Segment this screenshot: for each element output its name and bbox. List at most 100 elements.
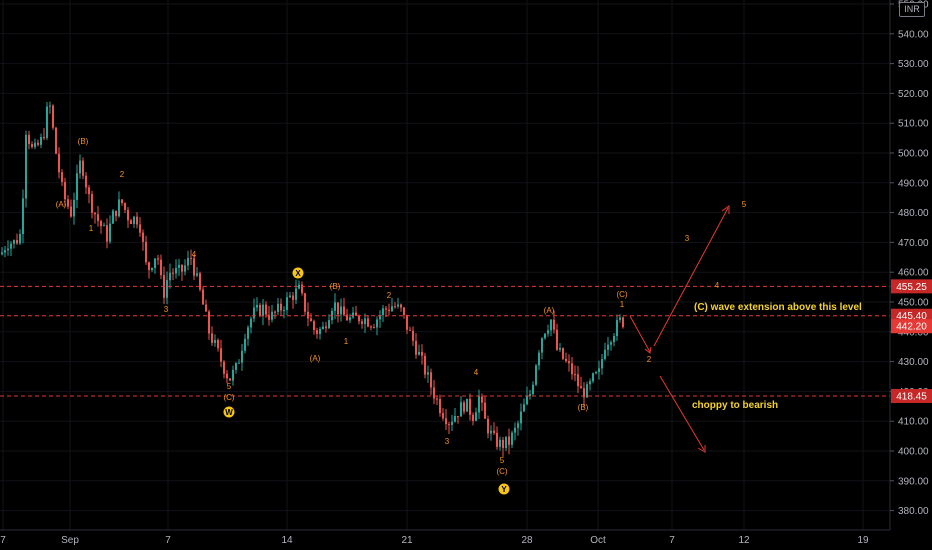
candle-body <box>448 424 450 426</box>
candle-body <box>4 250 6 253</box>
candle-body <box>250 318 252 328</box>
candle-body <box>436 398 438 400</box>
candle-body <box>196 273 198 276</box>
candle-body <box>304 293 306 312</box>
candle-body <box>166 280 168 298</box>
time-axis[interactable]: 7 Sep 7 14 21 28 Oct 7 12 19 <box>0 529 890 546</box>
candle-body <box>271 311 273 320</box>
annotation-extension: (C) wave extension above this level <box>694 302 862 313</box>
currency-badge[interactable]: INR <box>899 2 925 17</box>
candle-body <box>529 394 531 397</box>
candle-body <box>442 413 444 419</box>
circle-labels: W X Y <box>223 267 510 495</box>
time-tick-label: 7 <box>165 535 171 546</box>
candle-body <box>301 284 303 294</box>
candle-body <box>592 373 594 382</box>
horizontal-levels <box>0 285 890 397</box>
candle-body <box>124 203 126 210</box>
candle-body <box>211 333 213 343</box>
candle-body <box>97 214 99 221</box>
candle-body <box>469 398 471 415</box>
time-tick-label: 7 <box>0 535 6 546</box>
candle-body <box>43 137 45 139</box>
candle-body <box>358 315 360 322</box>
candle-body <box>535 365 537 385</box>
time-tick-label: Oct <box>590 535 606 546</box>
candle-body <box>313 321 315 331</box>
candle-body <box>607 344 609 350</box>
candle-body <box>355 312 357 316</box>
arrow-down-to-2 <box>629 315 651 353</box>
candle-body <box>73 199 75 217</box>
candle-body <box>307 311 309 319</box>
price-tick-label: 380.00 <box>898 506 929 517</box>
circle-label-y <box>498 483 510 495</box>
candle-body <box>406 314 408 330</box>
candle-body <box>550 319 552 331</box>
candle-body <box>274 311 276 313</box>
candle-body <box>559 348 561 350</box>
price-tag <box>891 389 932 404</box>
candle-body <box>379 315 381 320</box>
projection-arrows <box>629 205 730 453</box>
candle-body <box>451 421 453 425</box>
candle-body <box>475 412 477 421</box>
wave-label: (A) <box>544 306 555 315</box>
candle-body <box>25 134 27 199</box>
candle-body <box>229 378 231 381</box>
candle-body <box>400 304 402 308</box>
candle-body <box>481 396 483 403</box>
price-tick-label: 430.00 <box>898 357 929 368</box>
candle-body <box>175 267 177 274</box>
candle-body <box>226 373 228 379</box>
candle-body <box>421 351 423 356</box>
candle-body <box>478 396 480 413</box>
candle-body <box>157 258 159 260</box>
wave-label: 4 <box>474 368 479 377</box>
candle-body <box>91 194 93 213</box>
candle-body <box>595 372 597 374</box>
candle-body <box>283 309 285 311</box>
candle-body <box>199 273 201 290</box>
time-tick-label: 28 <box>521 535 533 546</box>
candle-body <box>598 368 600 373</box>
candle-body <box>253 307 255 319</box>
candle-body <box>619 317 621 320</box>
candle-body <box>376 319 378 328</box>
time-tick-label: 14 <box>281 535 293 546</box>
candle-body <box>508 436 510 445</box>
candle-body <box>580 386 582 389</box>
candle-body <box>352 312 354 318</box>
candle-body <box>190 258 192 260</box>
candle-body <box>268 314 270 320</box>
candle-body <box>586 384 588 398</box>
candle-body <box>262 304 264 316</box>
candle-body <box>31 144 33 148</box>
candle-body <box>622 317 624 327</box>
candle-body <box>139 224 141 233</box>
candle-body <box>289 295 291 298</box>
wave-label: (B) <box>78 137 89 146</box>
candle-body <box>472 414 474 421</box>
candle-body <box>118 199 120 217</box>
candle-body <box>388 309 390 312</box>
candle-body <box>538 352 540 366</box>
wave-label: 3 <box>685 234 690 243</box>
candle-body <box>244 338 246 351</box>
candle-body <box>133 216 135 224</box>
wave-label: 2 <box>387 291 392 300</box>
candle-body <box>541 338 543 353</box>
price-tick-label: 520.00 <box>898 89 929 100</box>
time-tick-label: 19 <box>857 535 869 546</box>
candle-body <box>601 359 603 369</box>
candle-body <box>484 402 486 419</box>
wave-label: (C) <box>223 393 234 402</box>
candle-body <box>220 348 222 362</box>
wave-label: 2 <box>647 355 652 364</box>
candle-body <box>259 304 261 316</box>
candle-body <box>130 220 132 224</box>
wave-label: 1 <box>344 337 349 346</box>
candle-body <box>70 206 72 217</box>
